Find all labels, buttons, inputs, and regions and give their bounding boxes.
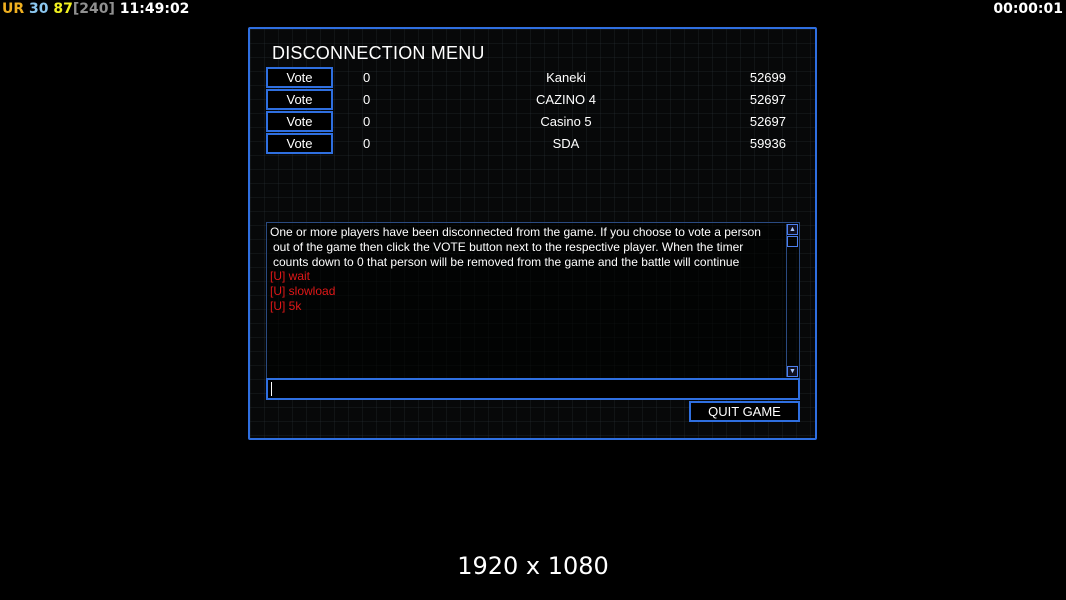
stat-2: 87 xyxy=(53,1,73,17)
system-message: out of the game then click the VOTE butt… xyxy=(273,239,744,254)
player-name: Kaneki xyxy=(546,70,586,85)
ur-label: UR xyxy=(2,1,25,17)
vote-count: 0 xyxy=(363,70,371,85)
player-row: Vote 0 Kaneki 52699 xyxy=(266,67,786,89)
player-id: 59936 xyxy=(749,136,786,151)
resolution-label: 1920 x 1080 xyxy=(457,552,609,580)
player-name: Casino 5 xyxy=(540,114,592,129)
player-id: 52697 xyxy=(749,92,786,107)
system-message: One or more players have been disconnect… xyxy=(270,225,761,239)
chat-message: [U] 5k xyxy=(270,298,302,313)
vote-button[interactable]: Vote xyxy=(266,67,333,88)
player-name: SDA xyxy=(552,136,580,151)
chat-scrollbar[interactable]: ▲ ▼ xyxy=(786,224,798,377)
clock: 11:49:02 xyxy=(119,1,190,17)
player-row: Vote 0 CAZINO 4 52697 xyxy=(266,89,786,111)
system-message: counts down to 0 that person will be rem… xyxy=(273,254,740,269)
vote-count: 0 xyxy=(363,92,371,107)
vote-button[interactable]: Vote xyxy=(266,89,333,110)
disconnection-menu: DISCONNECTION MENU Vote 0 Kaneki 52699 V… xyxy=(248,27,817,440)
scroll-up-icon[interactable]: ▲ xyxy=(787,224,798,235)
quit-game-button[interactable]: QUIT GAME xyxy=(689,401,800,422)
vote-button[interactable]: Vote xyxy=(266,133,333,154)
player-row: Vote 0 Casino 5 52697 xyxy=(266,111,786,133)
game-timer: 00:00:01 xyxy=(993,1,1063,17)
menu-title: DISCONNECTION MENU xyxy=(272,43,485,63)
player-id: 52697 xyxy=(749,114,786,129)
chat-input[interactable] xyxy=(266,378,800,400)
scroll-thumb[interactable] xyxy=(787,236,798,247)
stat-bracket: [240] xyxy=(72,1,115,17)
scroll-down-icon[interactable]: ▼ xyxy=(787,366,798,377)
chat-message: [U] slowload xyxy=(270,284,336,299)
vote-count: 0 xyxy=(363,136,371,151)
vote-count: 0 xyxy=(363,114,371,129)
hud-stats: UR 30 87[240] 11:49:02 xyxy=(2,1,189,17)
player-id: 52699 xyxy=(749,70,786,85)
player-name: CAZINO 4 xyxy=(536,92,596,107)
vote-button[interactable]: Vote xyxy=(266,111,333,132)
chat-message: [U] wait xyxy=(270,269,311,284)
chat-log: One or more players have been disconnect… xyxy=(266,222,800,379)
text-caret xyxy=(271,382,272,396)
stat-1: 30 xyxy=(29,1,49,17)
player-row: Vote 0 SDA 59936 xyxy=(266,133,786,155)
